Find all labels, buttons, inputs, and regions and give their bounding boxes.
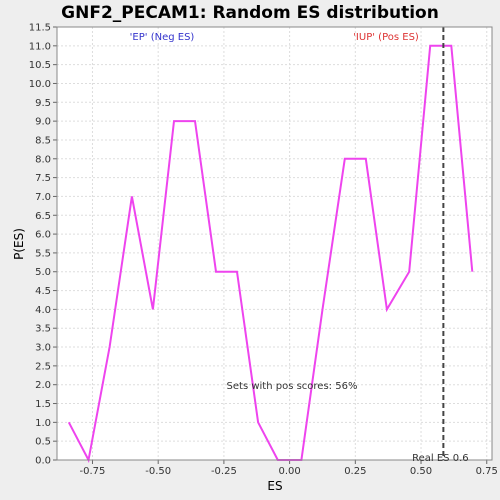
series-lines [67,44,474,464]
plot-area [57,27,492,460]
y-tick-label: 2.5 [35,361,51,372]
y-tick-label: 8.0 [35,154,51,165]
y-tick-label: 3.5 [35,324,51,335]
x-tick-label: 0.25 [344,466,366,477]
x-axis-ticks: -0.75 -0.50 -0.25 0.00 0.25 0.50 0.75 [80,460,498,477]
y-tick-label: 6.0 [35,230,51,241]
y-tick-label: 6.5 [35,211,51,222]
y-tick-label: 4.0 [35,305,51,316]
x-tick-label: -0.25 [211,466,237,477]
y-axis-ticks: 0.0 0.5 1.0 1.5 2.0 2.5 3.0 3.5 4.0 4.5 5.0 5.5 6.0 6… [29,23,57,467]
y-tick-label: 4.5 [35,286,51,297]
x-axis-label: ES [267,479,282,493]
series-line [67,44,474,464]
y-tick-label: 3.0 [35,343,51,354]
y-tick-label: 11.5 [29,23,51,34]
x-tick-label: -0.50 [145,466,171,477]
y-tick-label: 9.0 [35,117,51,128]
y-tick-label: 0.5 [35,437,51,448]
chart-title: GNF2_PECAM1: Random ES distribution [61,3,439,23]
y-tick-label: 0.0 [35,456,51,467]
x-tick-label: 0.00 [278,466,300,477]
y-axis-label: P(ES) [12,228,26,260]
y-tick-label: 11.0 [29,41,51,52]
plot-border [56,26,493,461]
y-tick-label: 10.5 [29,60,51,71]
y-tick-label: 2.0 [35,380,51,391]
y-tick-label: 5.5 [35,248,51,259]
y-tick-label: 5.0 [35,267,51,278]
pos-scores-annotation: Sets with pos scores: 56% [227,381,358,392]
y-tick-label: 1.5 [35,399,51,410]
y-tick-label: 9.5 [35,98,51,109]
x-tick-label: 0.50 [410,466,432,477]
y-tick-label: 10.0 [29,79,51,90]
y-tick-label: 7.0 [35,192,51,203]
real-es-label: Real ES 0.6 [412,453,468,464]
neg-es-label: 'EP' (Neg ES) [130,32,195,43]
y-tick-label: 1.0 [35,418,51,429]
y-tick-label: 7.5 [35,173,51,184]
x-tick-label: -0.75 [80,466,106,477]
y-tick-label: 8.5 [35,135,51,146]
x-tick-label: 0.75 [476,466,498,477]
pos-es-label: 'IUP' (Pos ES) [353,32,419,43]
